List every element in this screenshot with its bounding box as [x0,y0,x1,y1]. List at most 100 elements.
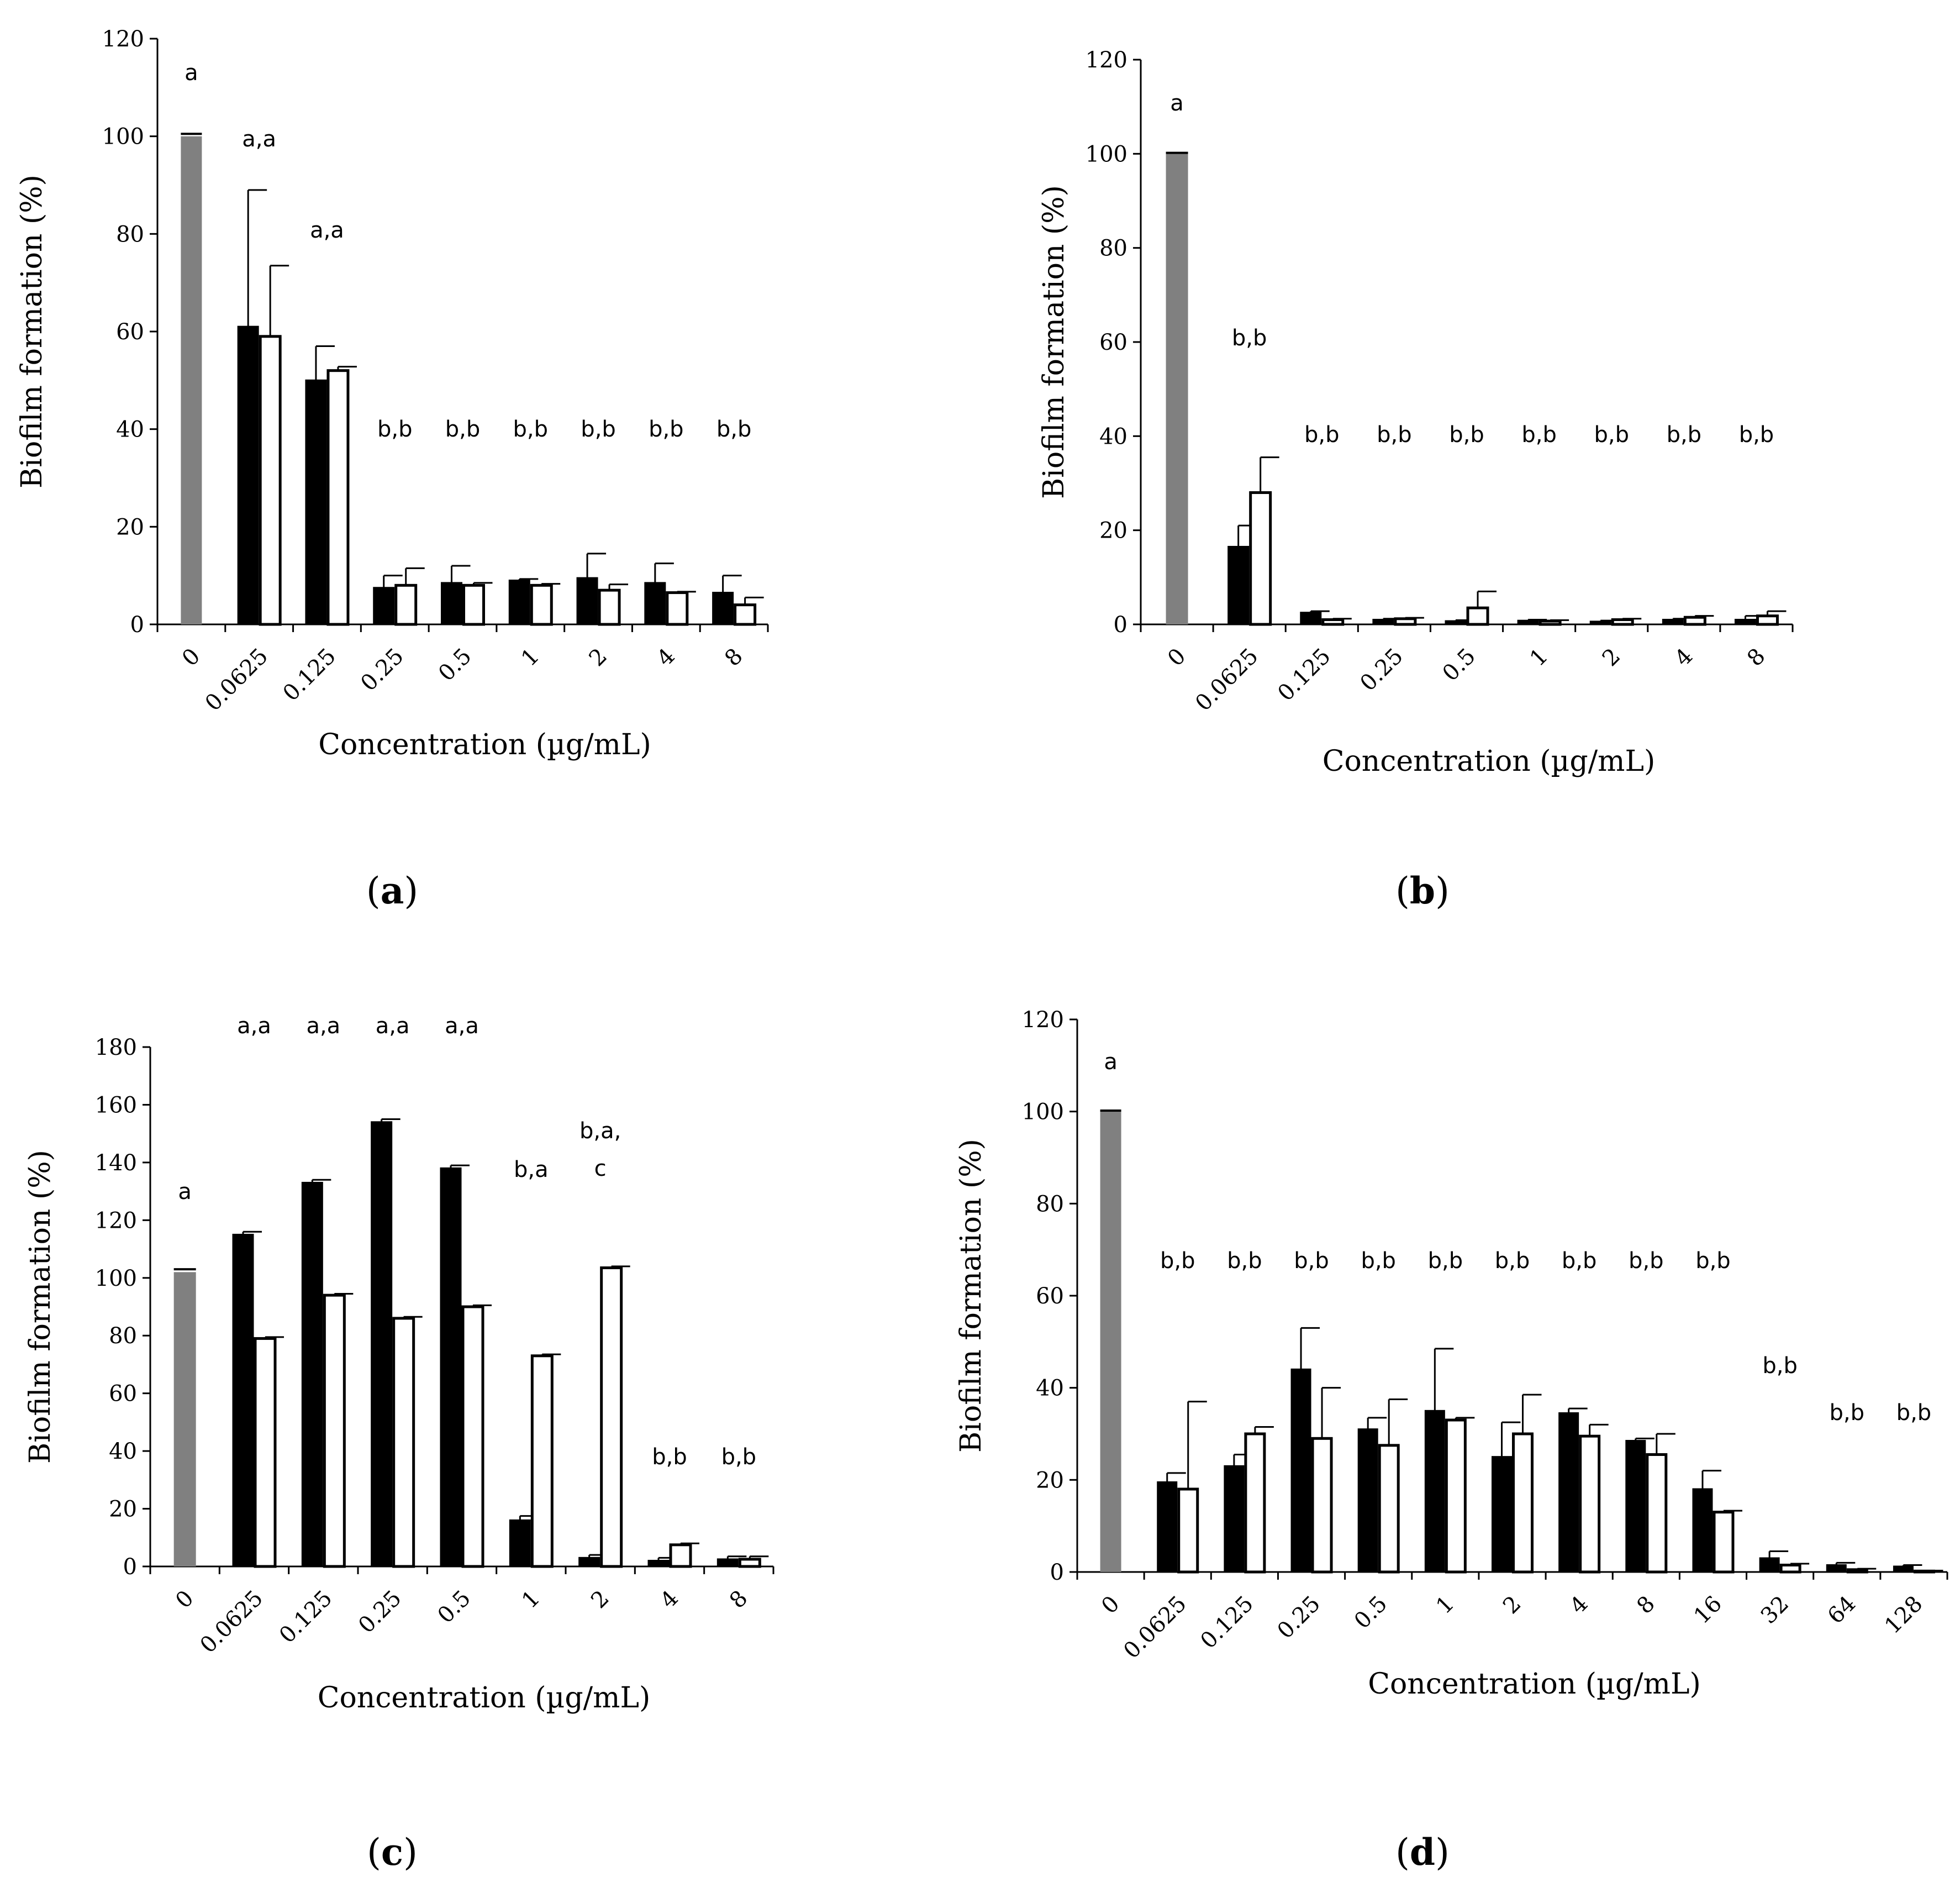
x-tick-label: 0.0625 [196,1586,268,1658]
bar-dark [644,582,666,625]
bar-dark [1759,1557,1780,1573]
bar-light [254,1337,277,1568]
y-tick-label: 100 [102,124,144,150]
y-axis-title: Biofilm formation (%) [955,1139,988,1453]
x-tick-label: 1 [1431,1591,1460,1619]
bar-dark [440,1167,462,1568]
y-tick-label: 60 [1036,1284,1064,1309]
bar-light [530,583,553,626]
significance-label: b,b [1562,1248,1597,1274]
bar-dark [1357,1428,1378,1573]
bar-light [600,1266,623,1568]
significance-label: b,b [1232,325,1267,351]
bar-dark [1826,1564,1847,1573]
bar-control [173,1272,196,1566]
panel-label: (b) [1395,869,1450,912]
significance-label: a,a [306,1013,340,1039]
significance-label: b,b [1594,422,1629,448]
significance-label: b,b [716,417,752,442]
y-tick-label: 100 [95,1266,137,1291]
bar-light [1244,1432,1266,1574]
bar-light [394,583,418,626]
bar-dark [1157,1481,1178,1573]
x-tick-label: 1 [517,1586,545,1614]
y-axis-title: Biofilm formation (%) [1037,185,1071,499]
y-axis-title: Biofilm formation (%) [24,1150,57,1464]
bar-light [1779,1564,1801,1574]
x-tick-label: 8 [1632,1591,1660,1619]
x-tick-label: 0 [177,644,206,672]
significance-label: b,b [1830,1400,1865,1426]
bar-light [1539,619,1562,626]
x-tick-label: 2 [1498,1591,1526,1619]
bar-dark [1445,620,1467,625]
x-tick-label: 1 [517,644,545,672]
bar-dark [441,582,462,625]
y-tick-label: 0 [123,1554,137,1580]
x-tick-label: 32 [1756,1591,1794,1629]
x-tick-label: 0.125 [278,644,341,707]
y-tick-label: 0 [1050,1560,1064,1585]
y-tick-label: 40 [1099,424,1127,449]
bar-light [1249,491,1272,626]
bar-light [1445,1418,1467,1574]
bar-dark [1372,618,1394,625]
significance-label: a,a [376,1013,410,1039]
bar-dark [1517,619,1539,625]
x-tick-label: 0 [1163,644,1191,672]
x-tick-label: 0.5 [1438,644,1481,687]
significance-label: b,b [1227,1248,1262,1274]
x-tick-label: 16 [1689,1591,1727,1629]
significance-label: b,b [1294,1248,1329,1274]
y-tick-label: 180 [95,1035,137,1060]
bar-light [734,603,757,626]
x-tick-label: 1 [1525,644,1553,672]
bar-dark [716,1558,739,1568]
significance-label: b,b [1695,1248,1731,1274]
significance-label: b,b [1304,422,1340,448]
bar-dark [1589,621,1611,625]
significance-label: b,a [514,1157,549,1182]
bar-control [1166,154,1188,624]
x-tick-label: 0.125 [275,1586,338,1649]
x-tick-label: 0.25 [356,644,409,697]
x-tick-label: 64 [1823,1591,1861,1629]
bar-dark [371,1121,393,1568]
bar-light [1646,1453,1668,1574]
significance-label: a,a [242,127,276,152]
y-tick-label: 100 [1086,141,1127,167]
y-tick-label: 140 [95,1150,137,1176]
chart-panel-b: 0 20 40 60 80 100 120 0 a 0.0625 b,b 0.125 b,b 0.25 b,… [1037,48,1794,912]
x-tick-label: 0.5 [434,644,477,687]
significance-label: b,b [1377,422,1412,448]
y-tick-label: 80 [116,222,144,247]
significance-label: a [185,60,198,86]
bar-control [181,136,202,624]
x-tick-label: 128 [1880,1591,1928,1639]
significance-label: b,b [1667,422,1702,448]
y-tick-label: 120 [1086,48,1127,73]
bar-light [1756,614,1779,626]
significance-label: b,b [652,1444,687,1470]
y-tick-label: 80 [1036,1191,1064,1217]
x-tick-label: 8 [1742,644,1771,672]
significance-label: a,a [237,1013,271,1039]
significance-label: a [1104,1049,1118,1075]
y-tick-label: 120 [95,1208,137,1233]
significance-label: b,b [513,417,549,442]
x-tick-label: 0.5 [1350,1591,1393,1634]
bar-light [1611,618,1634,626]
y-tick-label: 80 [1099,236,1127,261]
bar-dark [1734,618,1756,625]
bar-dark [1492,1456,1512,1573]
y-tick-label: 20 [1099,518,1127,544]
x-tick-label: 4 [1565,1591,1593,1619]
bar-dark [1692,1488,1713,1573]
bar-dark [1558,1412,1579,1573]
significance-label: a [1170,91,1184,116]
bar-light [1311,1437,1333,1574]
significance-label: b,b [1521,422,1557,448]
x-axis-title: Concentration (µg/mL) [318,728,651,761]
x-tick-label: 0.5 [433,1586,476,1629]
bar-dark [1300,612,1322,625]
